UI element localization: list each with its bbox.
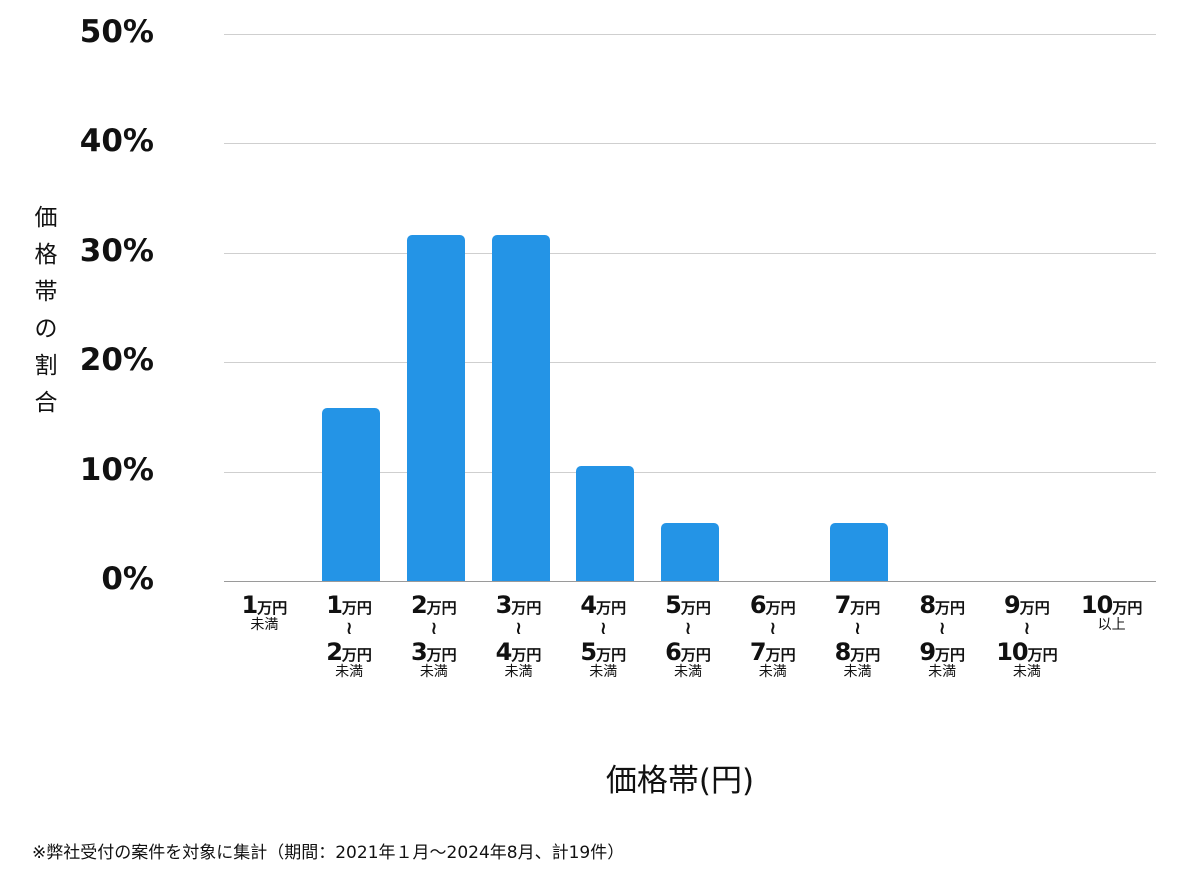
price-amount: 6万円: [665, 638, 711, 666]
y-tick-label: 50%: [79, 13, 154, 50]
y-tick-label: 20%: [79, 342, 154, 379]
range-qualifier: 未満: [335, 664, 364, 680]
range-qualifier: 未満: [928, 664, 957, 680]
price-amount: 2万円: [410, 591, 457, 619]
gridline: [224, 143, 1156, 145]
range-symbol: ≀: [938, 618, 946, 639]
price-amount: 10万円: [1080, 591, 1143, 619]
price-amount: 4万円: [580, 591, 627, 619]
y-axis-title-char: の: [34, 316, 58, 342]
price-amount: 10万円: [996, 638, 1058, 666]
y-axis-title: 価格帯の割合: [30, 200, 62, 422]
range-qualifier: 未満: [674, 664, 702, 680]
range-qualifier: 未満: [1012, 664, 1041, 680]
footnote: ※弊社受付の案件を対象に集計（期間：2021年１月〜2024年8月、計19件）: [32, 843, 625, 863]
range-symbol: ≀: [515, 618, 522, 639]
price-amount: 7万円: [834, 591, 881, 619]
y-axis-title-char: 合: [34, 390, 58, 416]
range-symbol: ≀: [599, 618, 607, 639]
bar: [406, 235, 465, 581]
price-amount: 4万円: [495, 638, 542, 666]
x-tick-label: 4万円 ≀ 5万円 未満: [561, 593, 645, 682]
price-amount: 2万円: [326, 638, 372, 666]
gridline: [224, 34, 1156, 35]
plot-area: 50% 40% 30% 20% 10% 0%: [80, 16, 1156, 594]
price-amount: 5万円: [665, 591, 711, 619]
x-tick-label: 2万円 ≀ 3万円 未満: [392, 593, 476, 682]
range-symbol: ≀: [769, 618, 777, 639]
bar: [491, 235, 550, 581]
range-symbol: ≀: [345, 618, 353, 639]
price-amount: 3万円: [495, 591, 542, 619]
range-qualifier: 未満: [250, 617, 279, 633]
range-qualifier: 未満: [589, 664, 618, 680]
price-amount: 9万円: [1004, 591, 1050, 619]
range-symbol: ≀: [430, 618, 438, 639]
x-tick-label: 9万円 ≀ 10万円 未満: [985, 593, 1069, 682]
range-qualifier: 未満: [504, 664, 533, 680]
y-tick-label: 30%: [79, 232, 154, 269]
x-axis-baseline: [224, 581, 1156, 582]
bar: [576, 466, 635, 581]
price-amount: 1万円: [326, 591, 372, 619]
price-amount: 1万円: [241, 591, 288, 619]
gridline: [224, 252, 1156, 254]
x-tick-label: 6万円 ≀ 7万円 未満: [731, 593, 815, 682]
price-amount: 6万円: [749, 591, 796, 619]
price-amount: 9万円: [919, 638, 966, 666]
gridline: [224, 362, 1156, 364]
range-symbol: ≀: [1023, 618, 1031, 639]
y-tick-label: 0%: [101, 560, 154, 597]
bar: [830, 523, 889, 581]
bar: [322, 408, 381, 581]
range-qualifier: 以上: [1097, 617, 1126, 633]
price-amount: 8万円: [834, 638, 881, 666]
x-tick-label: 10万円 以上: [1070, 593, 1154, 635]
x-tick-label: 7万円 ≀ 8万円 未満: [815, 593, 899, 682]
x-tick-label: 3万円 ≀ 4万円 未満: [477, 593, 561, 682]
y-axis-title-char: 価: [34, 205, 58, 231]
y-tick-label: 10%: [79, 451, 154, 488]
y-axis-title-char: 帯: [34, 279, 58, 305]
price-amount: 8万円: [919, 591, 966, 619]
x-tick-label: 5万円 ≀ 6万円 未満: [646, 593, 730, 682]
range-symbol: ≀: [684, 618, 692, 639]
range-qualifier: 未満: [419, 664, 448, 680]
price-amount: 7万円: [749, 638, 796, 666]
y-tick-label: 40%: [79, 123, 154, 160]
x-tick-label: 8万円 ≀ 9万円 未満: [900, 593, 984, 682]
y-axis-title-char: 格: [34, 242, 58, 268]
bar: [661, 523, 719, 581]
price-amount: 5万円: [580, 638, 627, 666]
range-symbol: ≀: [854, 618, 861, 639]
price-amount: 3万円: [410, 638, 457, 666]
x-tick-label: 1万円 ≀ 2万円 未満: [307, 593, 391, 682]
gridline: [224, 471, 1156, 473]
x-tick-label: 1万円 未満: [222, 593, 306, 635]
range-qualifier: 未満: [843, 664, 872, 680]
range-qualifier: 未満: [758, 664, 787, 680]
x-axis-title: 価格帯(円): [605, 763, 755, 799]
y-axis-title-char: 割: [34, 353, 58, 379]
